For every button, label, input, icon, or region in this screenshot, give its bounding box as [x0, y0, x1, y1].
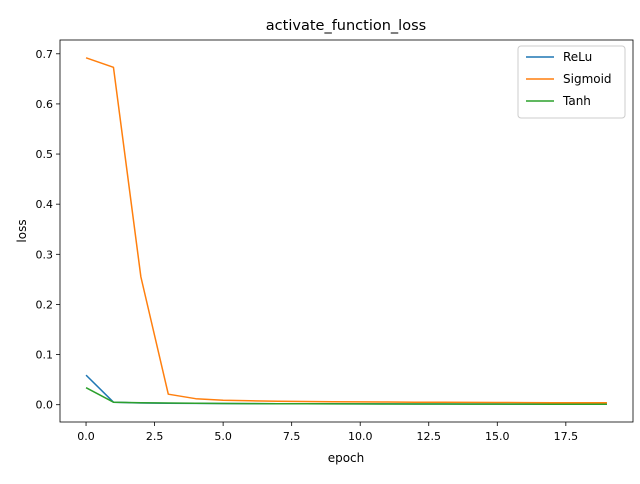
legend-box: [517, 45, 626, 119]
legend-label-tanh: Tanh: [562, 94, 591, 108]
axes-frame: [59, 39, 634, 423]
y-tick-label: 0.0: [36, 399, 54, 412]
x-axis-label: epoch: [328, 451, 365, 465]
x-axis-ticks: 0.0 2.5 5.0 7.5 10.0 12.5 15.0 17.5: [77, 422, 578, 443]
legend-label-sigmoid: Sigmoid: [563, 72, 612, 86]
x-tick-label: 0.0: [77, 430, 95, 443]
x-tick-label: 10.0: [348, 430, 373, 443]
y-tick-label: 0.7: [36, 48, 54, 61]
x-tick-label: 15.0: [485, 430, 510, 443]
plot-lines: [85, 57, 607, 405]
y-tick-label: 0.6: [36, 98, 54, 111]
y-axis-label: loss: [15, 219, 29, 242]
legend: ReLu Sigmoid Tanh: [517, 45, 626, 119]
y-tick-label: 0.4: [36, 198, 54, 211]
x-tick-label: 5.0: [214, 430, 232, 443]
y-tick-label: 0.1: [36, 349, 54, 362]
y-tick-label: 0.3: [36, 248, 54, 261]
chart-title: activate_function_loss: [266, 18, 426, 34]
series-line-tanh: [85, 386, 607, 405]
y-tick-label: 0.5: [36, 148, 54, 161]
x-tick-label: 7.5: [283, 430, 301, 443]
y-axis-ticks: 0.0 0.1 0.2 0.3 0.4 0.5 0.6 0.7: [36, 48, 60, 412]
x-tick-label: 2.5: [146, 430, 164, 443]
legend-label-relu: ReLu: [563, 50, 592, 64]
series-line-sigmoid: [85, 57, 607, 404]
y-tick-label: 0.2: [36, 298, 54, 311]
x-tick-label: 17.5: [554, 430, 579, 443]
x-tick-label: 12.5: [416, 430, 441, 443]
